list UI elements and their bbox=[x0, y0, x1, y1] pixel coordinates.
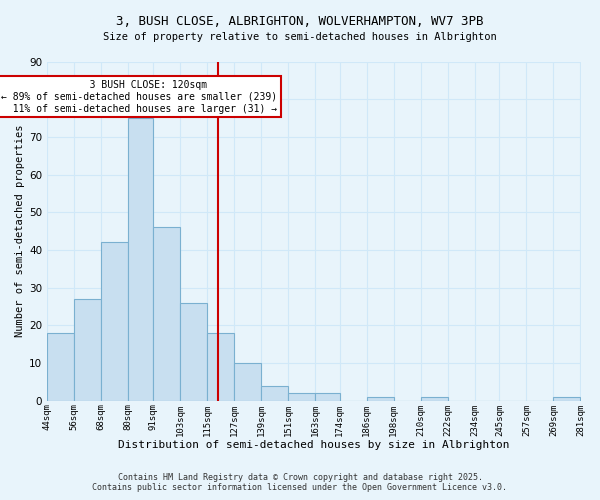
Bar bbox=[553, 397, 580, 401]
Bar bbox=[261, 386, 288, 401]
Text: 3, BUSH CLOSE, ALBRIGHTON, WOLVERHAMPTON, WV7 3PB: 3, BUSH CLOSE, ALBRIGHTON, WOLVERHAMPTON… bbox=[116, 15, 484, 28]
X-axis label: Distribution of semi-detached houses by size in Albrighton: Distribution of semi-detached houses by … bbox=[118, 440, 509, 450]
Bar bbox=[315, 394, 340, 401]
Bar bbox=[74, 299, 101, 401]
Text: Size of property relative to semi-detached houses in Albrighton: Size of property relative to semi-detach… bbox=[103, 32, 497, 42]
Text: 3 BUSH CLOSE: 120sqm
← 89% of semi-detached houses are smaller (239)
  11% of se: 3 BUSH CLOSE: 120sqm ← 89% of semi-detac… bbox=[1, 80, 277, 114]
Bar bbox=[47, 333, 74, 401]
Bar bbox=[180, 303, 207, 401]
Bar bbox=[367, 397, 394, 401]
Bar bbox=[234, 363, 261, 401]
Bar bbox=[207, 333, 234, 401]
Bar bbox=[153, 228, 180, 401]
Bar bbox=[288, 394, 315, 401]
Bar bbox=[128, 118, 153, 401]
Bar bbox=[101, 242, 128, 401]
Text: Contains HM Land Registry data © Crown copyright and database right 2025.
Contai: Contains HM Land Registry data © Crown c… bbox=[92, 473, 508, 492]
Y-axis label: Number of semi-detached properties: Number of semi-detached properties bbox=[15, 125, 25, 338]
Bar bbox=[421, 397, 448, 401]
